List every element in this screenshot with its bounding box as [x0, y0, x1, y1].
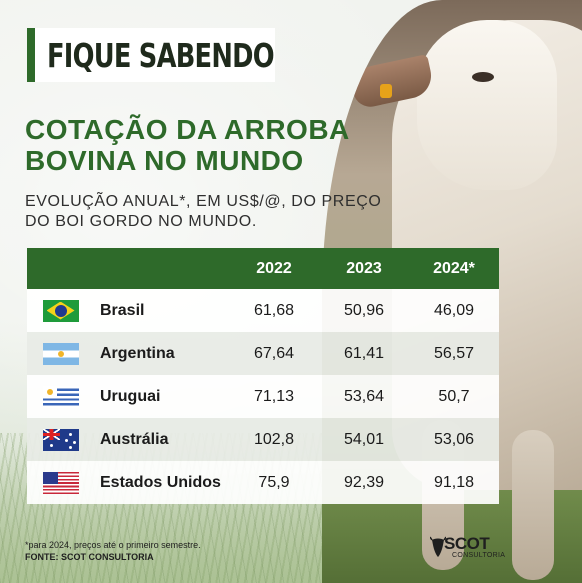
- country-name: Argentina: [100, 344, 175, 362]
- cow-eye: [472, 72, 494, 82]
- value-cell: 50,7: [438, 387, 470, 405]
- table-row: Argentina 67,64 61,41 56,57: [27, 332, 499, 375]
- value-cell: 91,18: [433, 473, 475, 491]
- value-cell: 53,64: [343, 387, 385, 405]
- subtitle: EVOLUÇÃO ANUAL*, EM US$/@, DO PREÇO DO B…: [25, 192, 425, 232]
- badge-label: FIQUE SABENDO: [47, 36, 275, 75]
- subtitle-line-2: DO BOI GORDO NO MUNDO.: [25, 213, 257, 230]
- argentina-flag-icon: [42, 342, 79, 365]
- value-cell: 102,8: [253, 430, 295, 448]
- value-cell: 54,01: [343, 430, 385, 448]
- usa-flag-icon: [42, 471, 79, 494]
- country-name: Austrália: [100, 430, 169, 448]
- cow-head: [417, 20, 557, 190]
- headline-line-1: COTAÇÃO DA ARROBA: [25, 114, 350, 145]
- scot-logo: SCOT CONSULTORIA: [430, 534, 505, 564]
- uruguay-flag-icon: [42, 385, 79, 408]
- table-body: Brasil 61,68 50,96 46,09 Argentina 67,64…: [27, 289, 499, 504]
- brazil-flag-icon: [42, 299, 79, 322]
- country-name: Uruguai: [100, 387, 161, 405]
- value-cell: 67,64: [253, 344, 295, 362]
- value-cell: 71,13: [253, 387, 295, 405]
- value-cell: 92,39: [343, 473, 385, 491]
- table-row: Uruguai 71,13 53,64 50,7: [27, 375, 499, 418]
- table-row: Austrália 102,8 54,01 53,06: [27, 418, 499, 461]
- value-cell: 75,9: [258, 473, 290, 491]
- bull-icon: [430, 536, 446, 557]
- column-header: 2023: [346, 259, 382, 277]
- value-cell: 61,41: [343, 344, 385, 362]
- value-cell: 56,57: [433, 344, 475, 362]
- table-row: Estados Unidos 75,9 92,39 91,18: [27, 461, 499, 504]
- price-table: 2022 2023 2024* Brasil 61,68 50,96 46,09…: [27, 248, 499, 504]
- subtitle-line-1: EVOLUÇÃO ANUAL*, EM US$/@, DO PREÇO: [25, 193, 382, 210]
- value-cell: 50,96: [343, 301, 385, 319]
- footnote-text: *para 2024, preços até o primeiro semest…: [25, 540, 201, 550]
- ear-tag: [380, 84, 392, 98]
- logo-name: SCOT: [444, 534, 490, 553]
- value-cell: 53,06: [433, 430, 475, 448]
- column-header: 2022: [256, 259, 292, 277]
- table-row: Brasil 61,68 50,96 46,09: [27, 289, 499, 332]
- source-text: FONTE: SCOT CONSULTORIA: [25, 552, 154, 562]
- footnote: *para 2024, preços até o primeiro semest…: [25, 539, 325, 563]
- country-name: Estados Unidos: [100, 473, 221, 491]
- country-name: Brasil: [100, 301, 145, 319]
- badge-box: FIQUE SABENDO: [27, 28, 275, 82]
- headline: COTAÇÃO DA ARROBA BOVINA NO MUNDO: [25, 114, 385, 176]
- table-header: 2022 2023 2024*: [27, 248, 499, 289]
- headline-line-2: BOVINA NO MUNDO: [25, 145, 304, 176]
- column-header: 2024*: [433, 259, 475, 277]
- logo-subtitle: CONSULTORIA: [452, 552, 506, 559]
- value-cell: 61,68: [253, 301, 295, 319]
- australia-flag-icon: [42, 428, 79, 451]
- cow-leg: [512, 430, 554, 580]
- value-cell: 46,09: [433, 301, 475, 319]
